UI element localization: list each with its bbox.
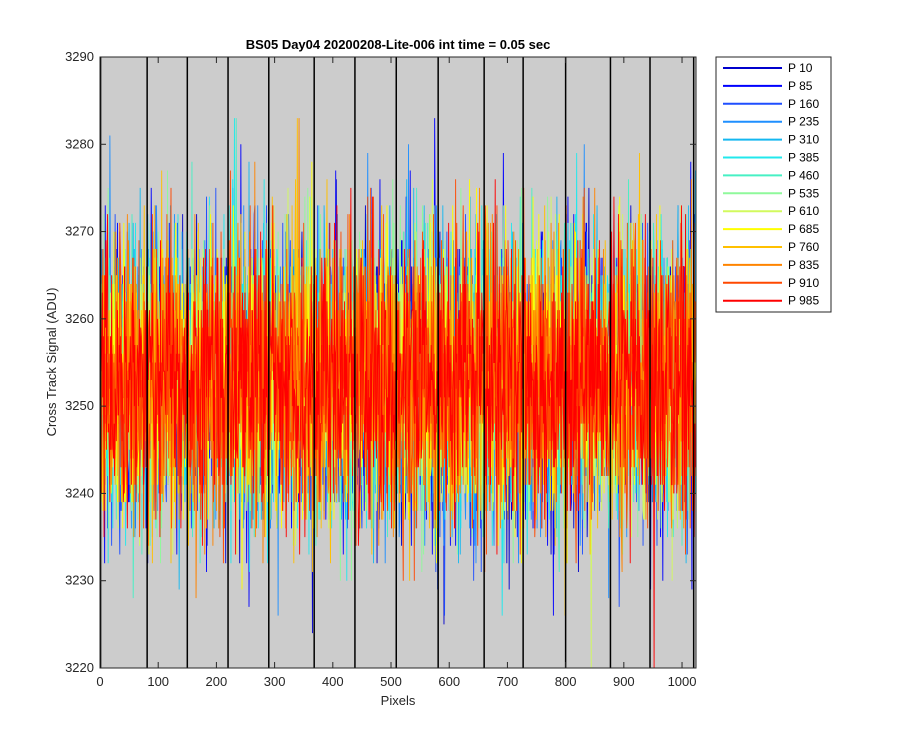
y-axis-label: Cross Track Signal (ADU) (44, 288, 59, 437)
x-tick-label: 200 (206, 674, 228, 689)
legend-label-10: P 685 (788, 222, 819, 236)
y-tick-label: 3270 (65, 224, 94, 239)
y-tick-label: 3260 (65, 311, 94, 326)
legend-label-7: P 460 (788, 168, 819, 182)
x-tick-label: 900 (613, 674, 635, 689)
y-tick-label: 3240 (65, 485, 94, 500)
x-tick-label: 600 (438, 674, 460, 689)
legend-label-1: P 10 (788, 61, 813, 75)
y-tick-label: 3220 (65, 660, 94, 675)
legend-label-2: P 85 (788, 79, 813, 93)
x-tick-label: 500 (380, 674, 402, 689)
x-tick-label: 100 (147, 674, 169, 689)
series-layer (100, 118, 696, 668)
legend-label-4: P 235 (788, 115, 819, 129)
legend-label-3: P 160 (788, 97, 819, 111)
x-tick-label: 0 (96, 674, 103, 689)
x-tick-label: 700 (497, 674, 519, 689)
legend-label-5: P 310 (788, 133, 819, 147)
legend-label-14: P 985 (788, 294, 819, 308)
legend-box (715, 56, 832, 313)
y-tick-label: 3280 (65, 136, 94, 151)
series-line-14 (100, 179, 696, 668)
legend-label-9: P 610 (788, 204, 819, 218)
y-tick-label: 3250 (65, 398, 94, 413)
y-tick-label: 3230 (65, 573, 94, 588)
x-tick-label: 1000 (668, 674, 697, 689)
x-tick-label: 300 (264, 674, 286, 689)
chart-title: BS05 Day04 20200208-Lite-006 int time = … (246, 37, 551, 52)
x-tick-label: 800 (555, 674, 577, 689)
tick-layer: 0 100 200 300 400 500 600 700 800 900 1000 3220 3230… (65, 49, 696, 689)
legend-label-13: P 910 (788, 276, 819, 290)
x-tick-label: 400 (322, 674, 344, 689)
plot-frame (99, 56, 697, 669)
legend: P 10 P 85 P 160 P 235 P 310 P 385 P 460 P 535 P … (715, 56, 832, 313)
legend-label-6: P 385 (788, 151, 819, 165)
legend-label-8: P 535 (788, 186, 819, 200)
y-tick-label: 3290 (65, 49, 94, 64)
x-axis-label: Pixels (381, 693, 416, 708)
marker-layer (99, 57, 695, 668)
legend-label-11: P 760 (788, 240, 819, 254)
legend-label-12: P 835 (788, 258, 819, 272)
